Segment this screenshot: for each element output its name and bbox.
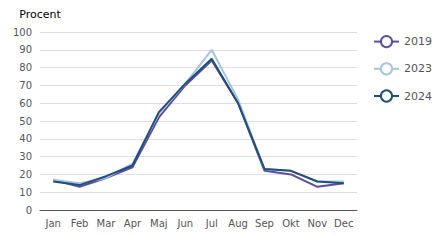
svg-text:Jul: Jul xyxy=(205,218,218,229)
svg-text:90: 90 xyxy=(19,44,32,55)
svg-text:Mar: Mar xyxy=(97,218,117,229)
svg-text:Aug: Aug xyxy=(228,218,248,229)
svg-text:0: 0 xyxy=(26,205,32,216)
svg-text:70: 70 xyxy=(19,80,32,91)
svg-text:Sep: Sep xyxy=(255,218,274,229)
svg-text:Okt: Okt xyxy=(282,218,300,229)
svg-text:Nov: Nov xyxy=(308,218,328,229)
svg-text:60: 60 xyxy=(19,98,32,109)
svg-text:Maj: Maj xyxy=(150,218,168,229)
svg-text:50: 50 xyxy=(19,116,32,127)
svg-text:2023: 2023 xyxy=(404,62,432,75)
svg-text:10: 10 xyxy=(19,187,32,198)
svg-text:Jan: Jan xyxy=(44,218,60,229)
svg-text:20: 20 xyxy=(19,169,32,180)
svg-text:Jun: Jun xyxy=(176,218,193,229)
svg-text:2019: 2019 xyxy=(404,35,432,48)
svg-text:Feb: Feb xyxy=(71,218,89,229)
svg-text:Apr: Apr xyxy=(124,218,142,229)
svg-text:Dec: Dec xyxy=(334,218,353,229)
svg-text:100: 100 xyxy=(13,27,32,38)
svg-text:30: 30 xyxy=(19,151,32,162)
svg-text:Procent: Procent xyxy=(19,8,61,21)
svg-text:80: 80 xyxy=(19,62,32,73)
svg-text:40: 40 xyxy=(19,133,32,144)
svg-text:2024: 2024 xyxy=(404,90,432,103)
